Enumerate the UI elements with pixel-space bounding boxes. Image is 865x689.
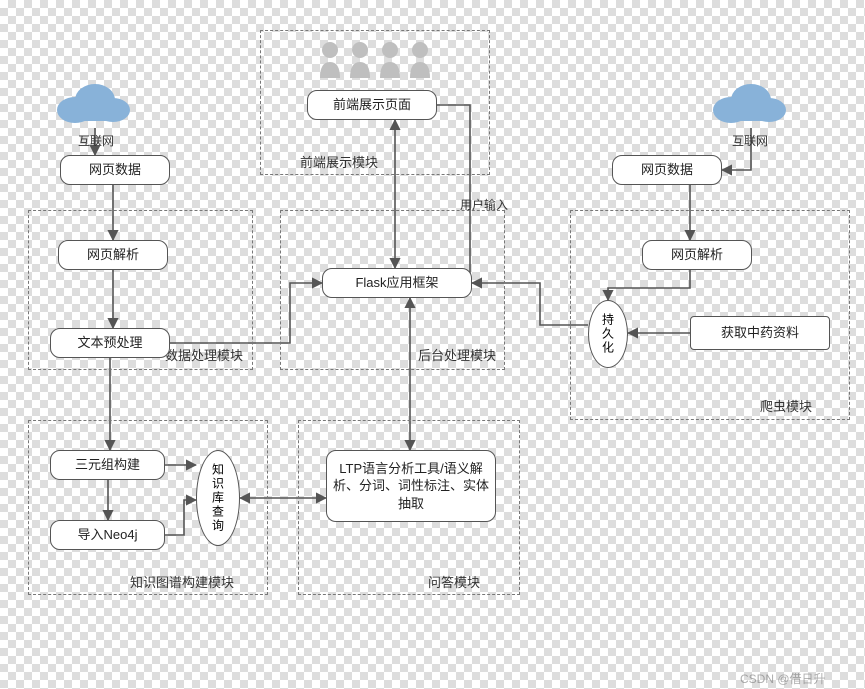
node-parse-right: 网页解析 <box>642 240 752 270</box>
edge-label-user-input: 用户输入 <box>460 196 508 213</box>
module-backend-label: 后台处理模块 <box>418 345 496 364</box>
watermark-text: CSDN @借日升 <box>740 670 826 687</box>
node-persist: 持久化 <box>588 300 628 368</box>
module-data-processing-label: 数据处理模块 <box>165 345 243 364</box>
node-front-page: 前端展示页面 <box>307 90 437 120</box>
module-qa-label: 问答模块 <box>428 572 480 591</box>
node-web-data-left: 网页数据 <box>60 155 170 185</box>
node-parse-left: 网页解析 <box>58 240 168 270</box>
cloud-right-icon <box>713 84 786 123</box>
cloud-left-label: 互联网 <box>78 132 114 149</box>
node-preprocess: 文本预处理 <box>50 328 170 358</box>
node-get-tcm: 获取中药资料 <box>690 316 830 350</box>
module-crawler-label: 爬虫模块 <box>760 396 812 415</box>
node-neo4j: 导入Neo4j <box>50 520 165 550</box>
module-frontend-label: 前端展示模块 <box>300 152 378 171</box>
module-kg-label: 知识图谱构建模块 <box>130 572 234 591</box>
cloud-right-label: 互联网 <box>732 132 768 149</box>
node-web-data-right: 网页数据 <box>612 155 722 185</box>
node-triple: 三元组构建 <box>50 450 165 480</box>
diagram-canvas: 互联网 互联网 前端展示模块 数据处理模块 后台处理模块 爬虫模块 知识图谱构建… <box>0 0 865 689</box>
node-kb-query: 知识库查询 <box>196 450 240 546</box>
node-flask: Flask应用框架 <box>322 268 472 298</box>
cloud-left-icon <box>57 84 130 123</box>
node-ltp: LTP语言分析工具/语义解析、分词、词性标注、实体抽取 <box>326 450 496 522</box>
